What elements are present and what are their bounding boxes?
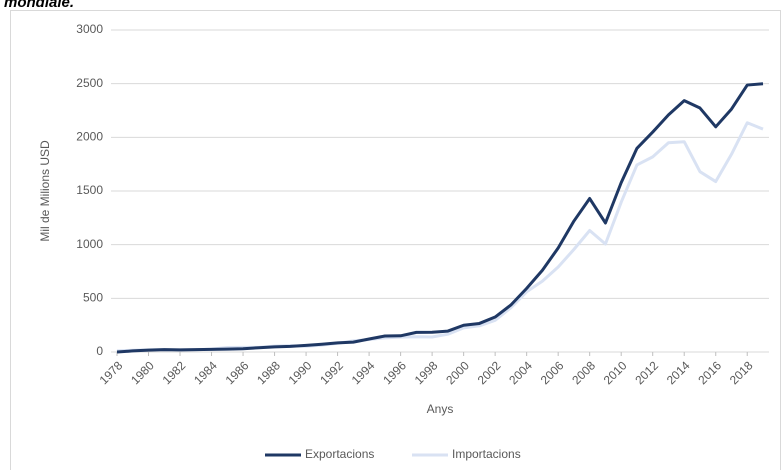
y-tick-label: 2000 xyxy=(76,130,103,144)
y-tick-label: 1500 xyxy=(76,183,103,197)
y-tick-label: 500 xyxy=(83,291,103,305)
y-tick-label: 3000 xyxy=(76,22,103,36)
x-axis-label: Anys xyxy=(427,402,454,416)
caption: mondiale. xyxy=(4,0,74,11)
y-tick-label: 0 xyxy=(96,344,103,358)
series-line xyxy=(116,82,764,354)
y-axis-label: Mil de Milions USD xyxy=(38,140,52,242)
legend-label: Exportacions xyxy=(305,447,374,461)
legend-label: Importacions xyxy=(452,447,521,461)
y-tick-label: 1000 xyxy=(76,237,103,251)
chart-frame xyxy=(10,10,781,470)
y-tick-label: 2500 xyxy=(76,76,103,90)
